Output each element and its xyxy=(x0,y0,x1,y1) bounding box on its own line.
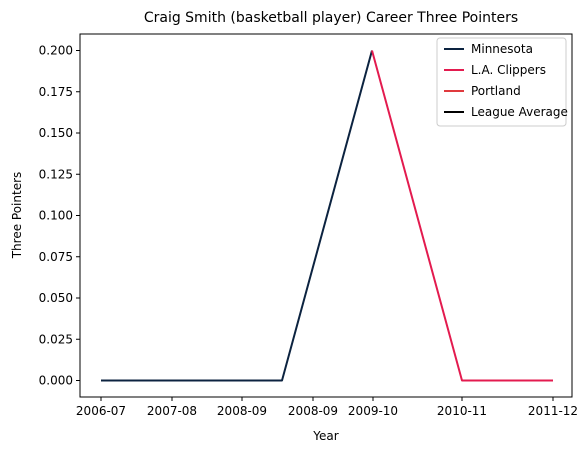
y-tick-label: 0.000 xyxy=(39,374,73,388)
y-tick-label: 0.050 xyxy=(39,291,73,305)
x-axis-label: Year xyxy=(312,429,338,443)
x-axis: 2006-07 2007-08 2008-09 2008-09 2009-10 2010-… xyxy=(76,397,578,418)
series-line-l-a-clippers xyxy=(371,50,553,382)
x-tick-label: 2009-10 xyxy=(348,404,398,418)
x-tick-label: 2008-09 xyxy=(288,404,338,418)
y-axis-label: Three Pointers xyxy=(10,172,24,260)
chart-title: Craig Smith (basketball player) Career T… xyxy=(144,10,518,26)
y-tick-label: 0.100 xyxy=(39,209,73,223)
legend-label: Portland xyxy=(471,84,521,98)
y-tick-label: 0.200 xyxy=(39,44,73,58)
legend-label: League Average xyxy=(471,105,568,119)
y-tick-label: 0.175 xyxy=(39,85,73,99)
legend-label: Minnesota xyxy=(471,42,533,56)
y-axis: 0.000 0.025 0.050 0.075 0.100 0.125 0.150 0.175… xyxy=(39,44,80,388)
x-tick-label: 2007-08 xyxy=(147,404,197,418)
x-tick-label: 2006-07 xyxy=(76,404,126,418)
x-tick-label: 2010-11 xyxy=(437,404,487,418)
plot-lines xyxy=(101,50,553,382)
legend: Minnesota L.A. Clippers Portland League Ave… xyxy=(436,37,568,127)
y-tick-label: 0.125 xyxy=(39,167,73,181)
legend-label: L.A. Clippers xyxy=(471,63,546,77)
plot-frame xyxy=(79,33,573,398)
legend-box xyxy=(436,37,567,127)
x-tick-label: 2011-12 xyxy=(528,404,578,418)
y-tick-label: 0.025 xyxy=(39,332,73,346)
series-line-minnesota xyxy=(101,50,373,382)
x-tick-label: 2008-09 xyxy=(217,404,267,418)
y-tick-label: 0.150 xyxy=(39,126,73,140)
y-tick-label: 0.075 xyxy=(39,250,73,264)
